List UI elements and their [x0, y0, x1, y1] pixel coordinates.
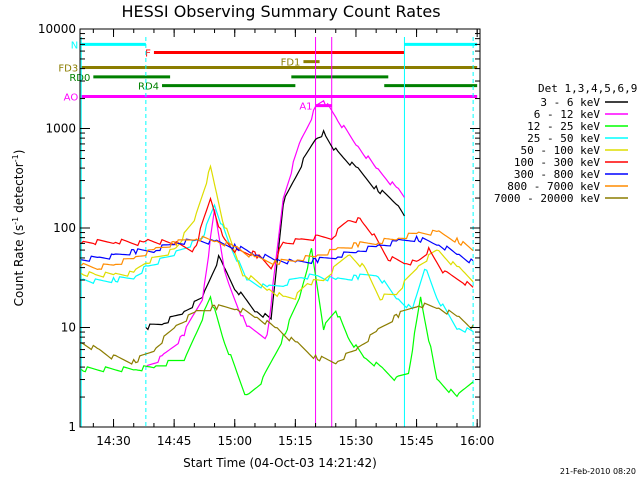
x-tick-label: 14:30	[96, 434, 131, 448]
series-line-8	[80, 229, 474, 271]
flag-label-a1: A1	[299, 102, 312, 113]
y-axis-label-exp: -1	[11, 217, 20, 225]
y-axis-label-main: Count Rate (s	[12, 225, 26, 307]
series-lines	[80, 99, 474, 398]
y-axis-label: Count Rate (s-1 detector-1)	[11, 150, 26, 307]
legend-label: 100 - 300 keV	[514, 156, 600, 169]
x-tick-label: 15:30	[339, 434, 374, 448]
legend-label: 6 - 12 keV	[534, 108, 601, 121]
flag-label-rd4: RD4	[138, 82, 159, 93]
series-line-3	[80, 248, 474, 398]
x-axis-label: Start Time (04-Oct-03 14:21:42)	[183, 456, 377, 470]
x-tick-label: 15:15	[278, 434, 313, 448]
y-axis-label-text: Count Rate (s-1 detector-1)	[11, 150, 26, 307]
flag-label-fd3: FD3	[58, 64, 78, 75]
y-tick-label: 1	[68, 420, 76, 434]
x-axis-ticks: 14:30 14:45 15:00 15:15 15:30 15:45 16:00	[92, 29, 495, 448]
flag-label-fd1: FD1	[281, 58, 301, 69]
y-tick-label: 10	[61, 321, 76, 335]
series-line-1	[145, 128, 405, 331]
x-tick-label: 14:45	[157, 434, 192, 448]
footer-timestamp: 21-Feb-2010 08:20	[560, 467, 636, 476]
legend-label: 300 - 800 keV	[514, 168, 600, 181]
y-axis-label-close: )	[12, 150, 26, 155]
chart-title: HESSI Observing Summary Count Rates	[121, 2, 440, 21]
x-tick-label: 15:00	[217, 434, 252, 448]
legend-label: 12 - 25 keV	[527, 120, 600, 133]
legend-label: 800 - 7000 keV	[507, 180, 600, 193]
series-line-2	[145, 99, 405, 368]
series-line-4	[80, 203, 474, 334]
series-line-7	[81, 234, 474, 265]
y-axis-label-exp2: -1	[11, 154, 20, 162]
legend-label: 50 - 100 keV	[521, 144, 601, 157]
series-line-5	[80, 164, 474, 301]
x-tick-label: 16:00	[460, 434, 495, 448]
flag-label-n: N	[71, 40, 78, 51]
legend-title: Det 1,3,4,5,6,9	[538, 82, 637, 95]
y-axis-label-rest: detector	[12, 162, 26, 217]
y-tick-label: 10000	[38, 22, 76, 36]
y-tick-label: 1000	[45, 122, 76, 136]
y-axis-ticks: 1 10 100 1000 10000	[38, 22, 480, 434]
x-tick-label: 15:45	[399, 434, 434, 448]
legend-label: 7000 - 20000 keV	[494, 192, 600, 205]
legend-label: 25 - 50 keV	[527, 132, 600, 145]
series-line-9	[80, 302, 474, 365]
y-tick-label: 100	[53, 221, 76, 235]
flag-label-ao: AO	[64, 92, 79, 103]
series-line-6	[80, 196, 474, 288]
legend-label: 3 - 6 keV	[540, 96, 600, 109]
flag-label-f: F	[145, 49, 151, 60]
